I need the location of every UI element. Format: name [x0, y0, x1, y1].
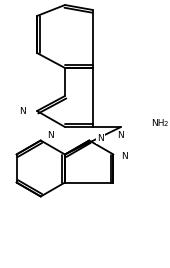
Text: NH: NH — [151, 118, 165, 128]
Text: N: N — [118, 132, 124, 140]
Text: N: N — [97, 134, 104, 143]
Text: N: N — [19, 106, 25, 116]
Text: N: N — [121, 152, 128, 161]
Text: N: N — [48, 131, 54, 140]
Text: 2: 2 — [164, 121, 168, 127]
